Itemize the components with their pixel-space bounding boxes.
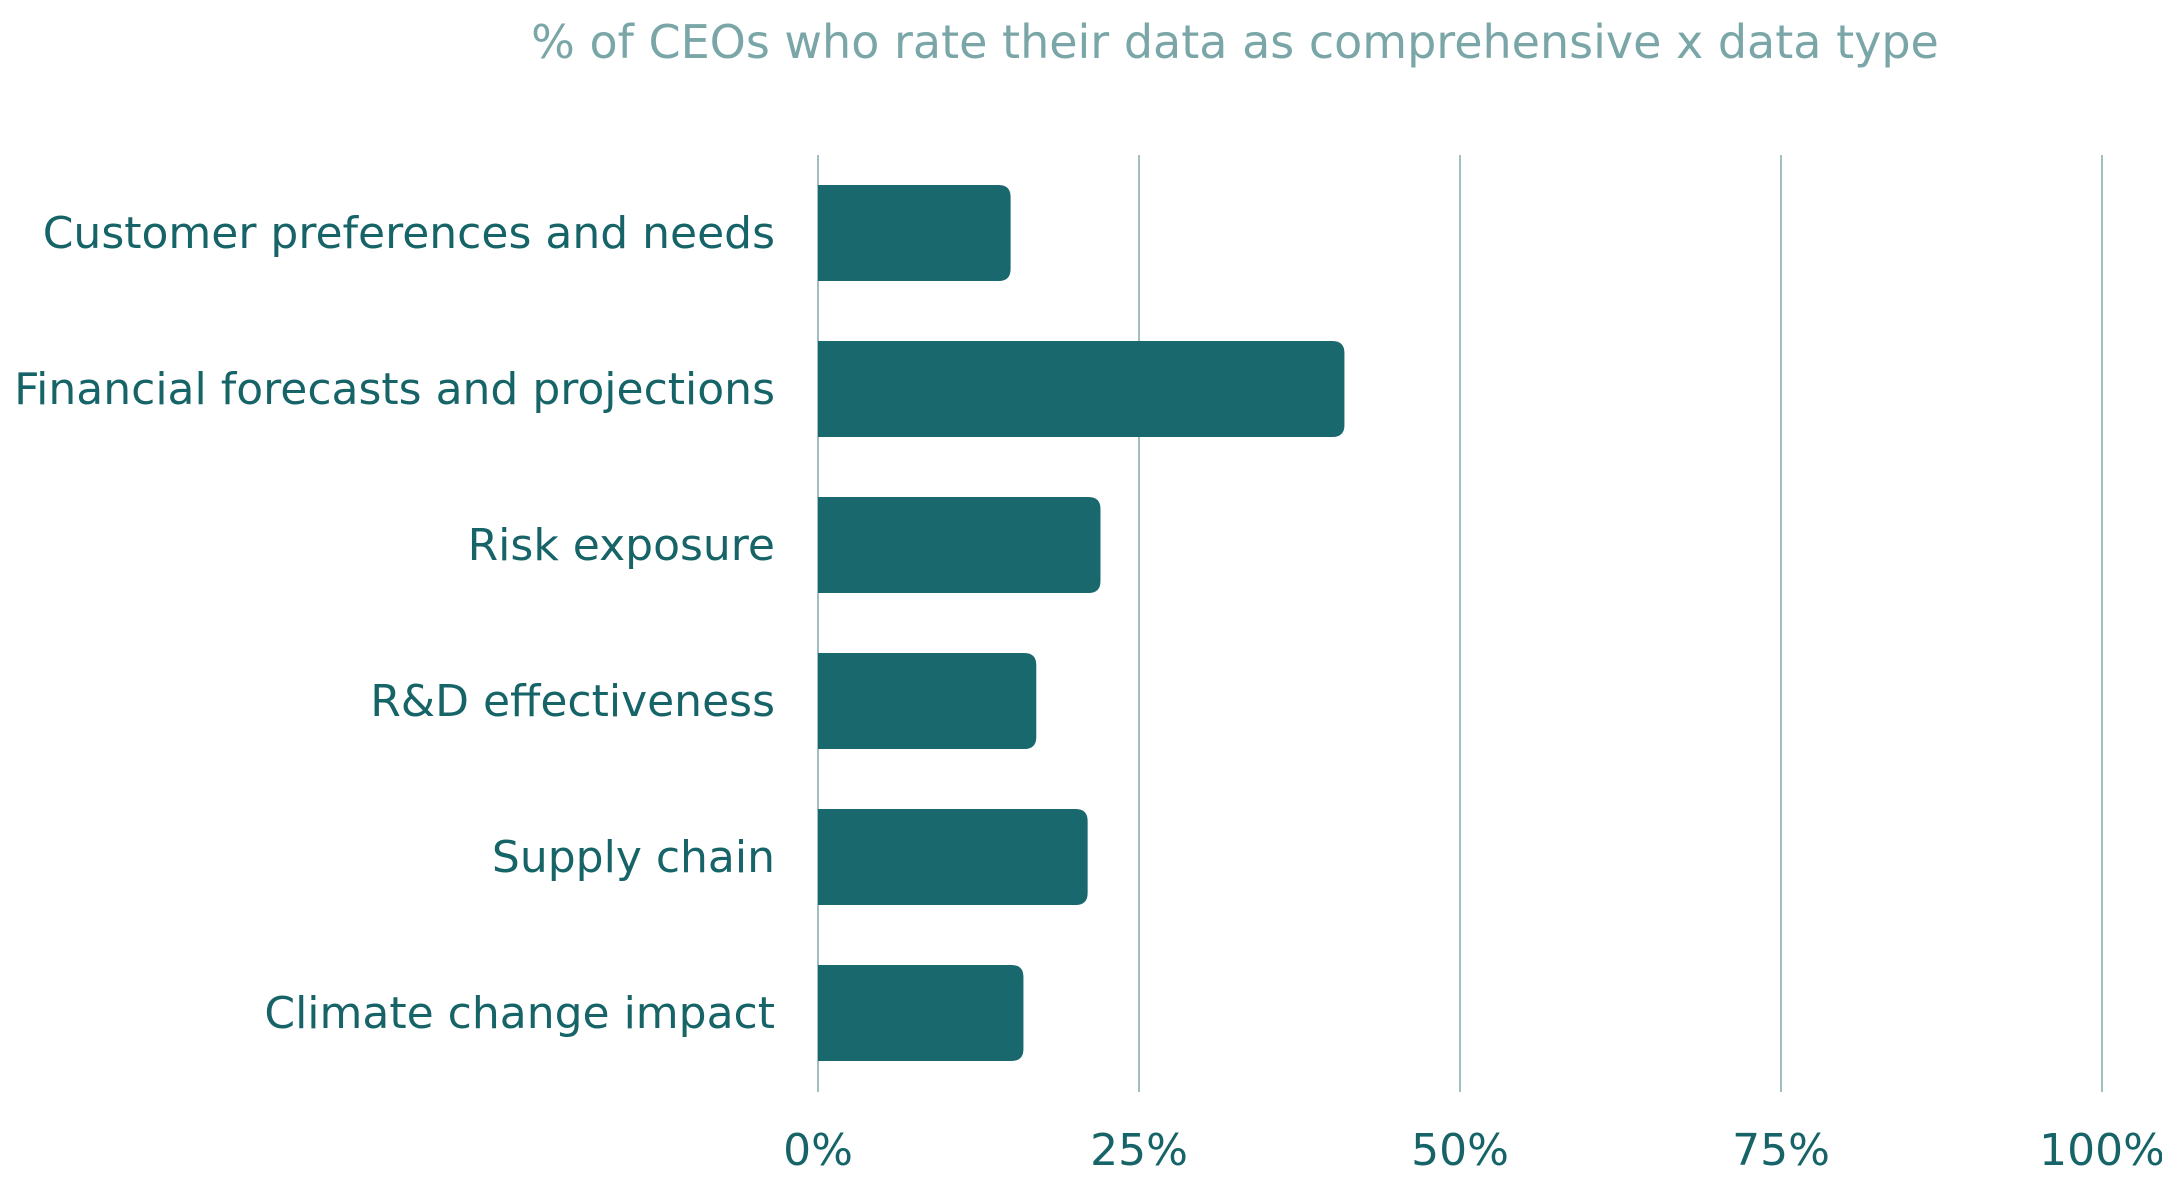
bar — [818, 965, 1024, 1061]
gridlines — [817, 155, 2103, 1092]
category-label: Risk exposure — [468, 520, 775, 571]
chart-title: % of CEOs who rate their data as compreh… — [531, 15, 1939, 69]
x-tick-label: 100% — [2039, 1125, 2162, 1176]
x-tick-label: 75% — [1732, 1125, 1830, 1176]
x-tick-label: 50% — [1411, 1125, 1509, 1176]
bar — [818, 341, 1345, 437]
category-label: R&D effectiveness — [370, 676, 775, 727]
category-label: Customer preferences and needs — [43, 208, 775, 259]
bar — [818, 185, 1011, 281]
bar — [818, 809, 1088, 905]
category-label: Supply chain — [492, 832, 775, 883]
x-tick-label: 25% — [1090, 1125, 1188, 1176]
bar — [818, 497, 1101, 593]
category-labels: Customer preferences and needs Financial … — [14, 208, 775, 1039]
x-axis-tick-labels: 0% 25% 50% 75% 100% — [783, 1125, 2162, 1176]
category-label: Financial forecasts and projections — [14, 364, 775, 415]
bar — [818, 653, 1037, 749]
x-tick-label: 0% — [783, 1125, 853, 1176]
bars — [818, 185, 1345, 1061]
category-label: Climate change impact — [264, 988, 775, 1039]
